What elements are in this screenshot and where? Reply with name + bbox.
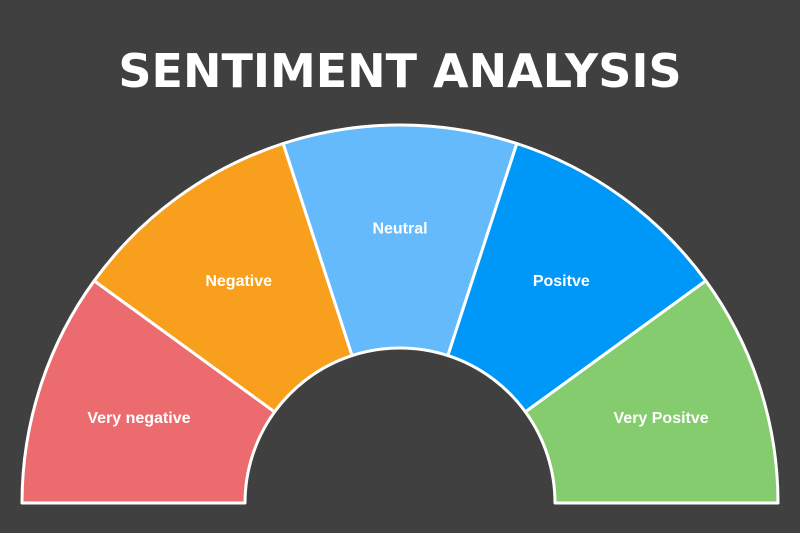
segment-label: Neutral	[372, 221, 427, 238]
segment-very-positve	[523, 279, 780, 505]
segment-positve	[446, 142, 708, 414]
labels-layer: Very negative Negative Neutral Positve Very …	[87, 221, 708, 428]
segment-label: Very Positve	[614, 410, 709, 427]
segment-neutral	[281, 123, 519, 358]
segments-layer	[20, 123, 780, 505]
segment-negative	[92, 142, 354, 414]
segment-label: Positve	[533, 273, 590, 290]
segment-label: Very negative	[87, 410, 190, 427]
segment-very-negative	[20, 279, 277, 505]
segment-label: Negative	[205, 273, 272, 290]
diagram-title: SENTIMENT ANALYSIS	[118, 44, 682, 98]
